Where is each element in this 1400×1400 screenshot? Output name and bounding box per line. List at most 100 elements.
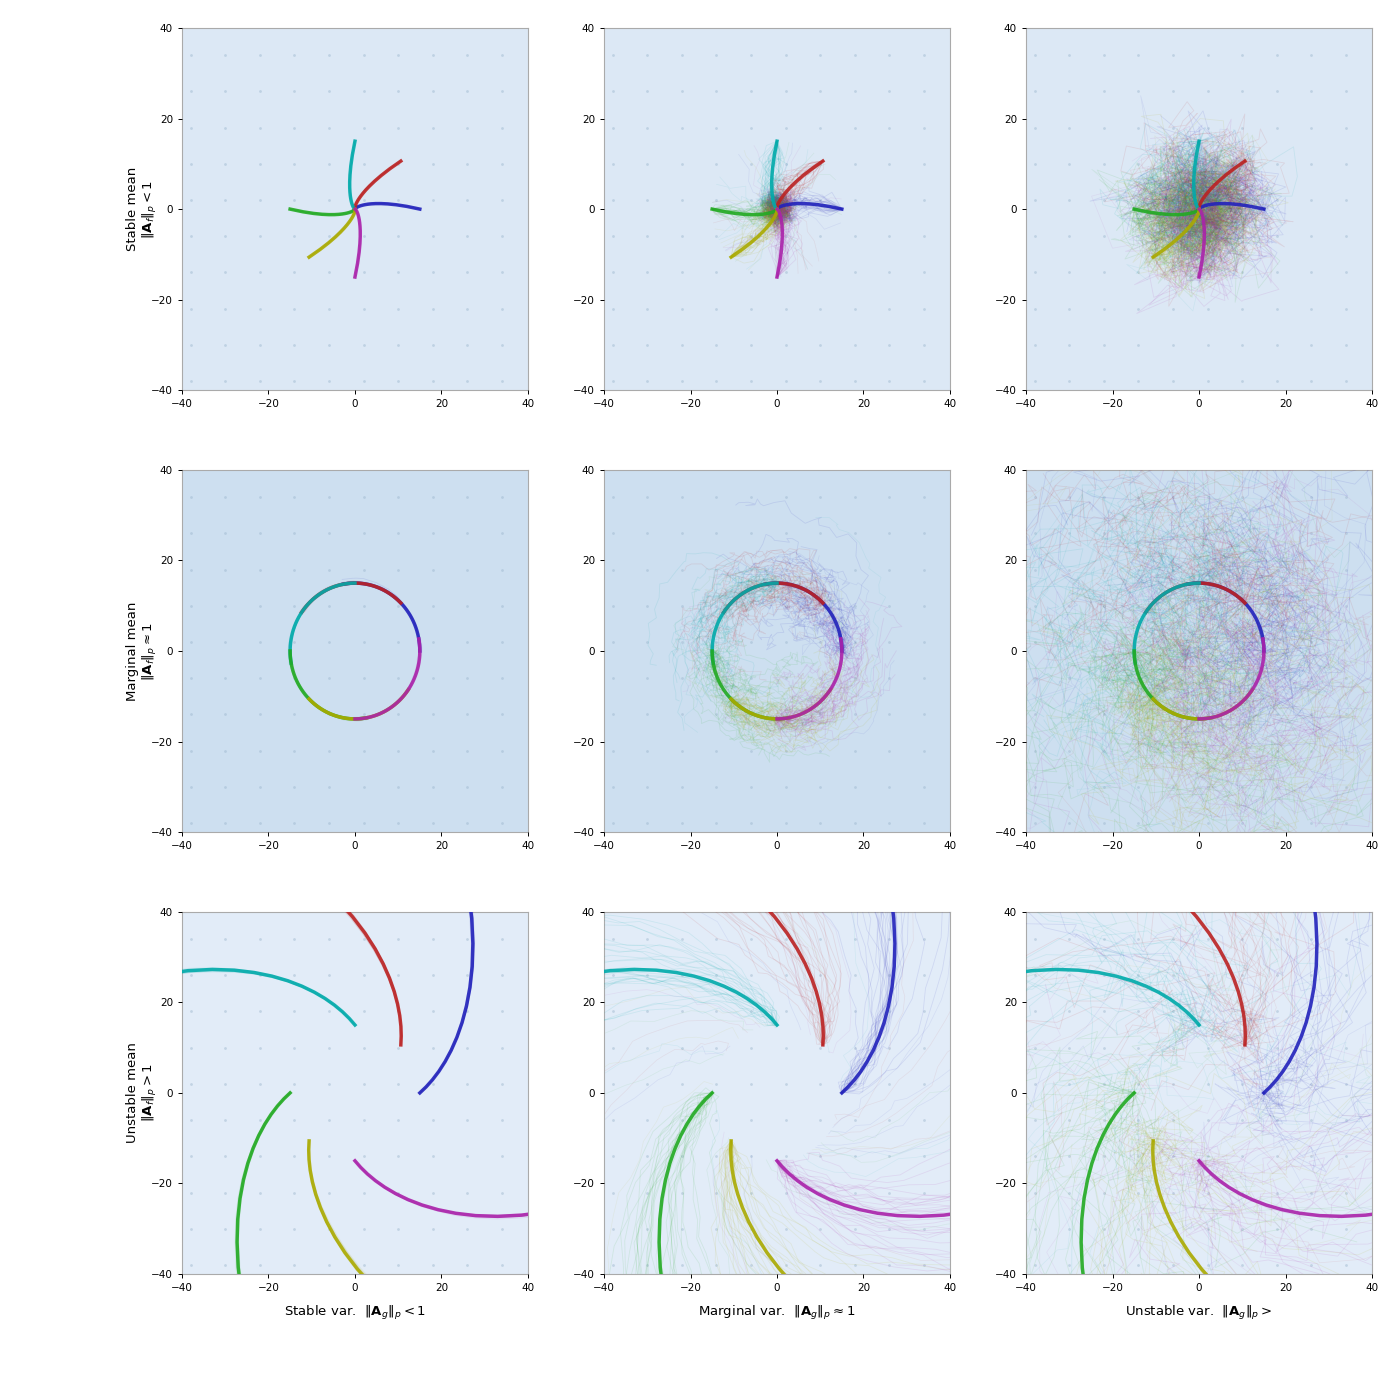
Point	[421, 1000, 444, 1022]
Point	[318, 776, 340, 798]
Point	[1231, 80, 1253, 102]
Point	[706, 1036, 728, 1058]
Point	[878, 80, 900, 102]
Point	[318, 1218, 340, 1240]
Point	[636, 153, 658, 175]
Point	[1127, 116, 1149, 139]
Point	[456, 153, 479, 175]
Point	[844, 370, 867, 392]
Point	[386, 116, 409, 139]
Point	[1266, 559, 1288, 581]
Point	[809, 153, 832, 175]
Point	[878, 559, 900, 581]
Point	[1127, 333, 1149, 356]
Point	[1093, 1218, 1116, 1240]
Point	[1334, 739, 1357, 762]
Point	[1334, 1000, 1357, 1022]
Point	[913, 812, 935, 834]
Point	[844, 1000, 867, 1022]
Point	[774, 43, 797, 66]
Point	[739, 1182, 762, 1204]
Point	[1266, 486, 1288, 508]
Point	[1127, 189, 1149, 211]
Point	[456, 80, 479, 102]
Point	[844, 595, 867, 617]
Point	[739, 739, 762, 762]
Point	[809, 116, 832, 139]
Point	[844, 928, 867, 951]
Point	[179, 262, 202, 284]
Point	[249, 928, 272, 951]
Point	[913, 595, 935, 617]
Point	[491, 1072, 514, 1095]
Point	[1093, 43, 1116, 66]
Point	[1093, 370, 1116, 392]
Point	[421, 225, 444, 248]
Point	[491, 522, 514, 545]
Point	[318, 739, 340, 762]
Point	[878, 595, 900, 617]
Point	[1162, 1109, 1184, 1131]
Point	[283, 80, 305, 102]
Point	[1334, 928, 1357, 951]
Point	[844, 80, 867, 102]
Point	[809, 559, 832, 581]
Point	[706, 559, 728, 581]
Point	[1162, 1254, 1184, 1277]
Point	[318, 370, 340, 392]
Point	[179, 776, 202, 798]
Point	[1266, 1254, 1288, 1277]
Point	[214, 666, 237, 689]
Point	[386, 631, 409, 654]
Point	[774, 298, 797, 321]
Point	[1058, 928, 1081, 951]
Point	[1127, 522, 1149, 545]
Point	[421, 631, 444, 654]
Point	[179, 812, 202, 834]
Point	[844, 1036, 867, 1058]
Point	[386, 333, 409, 356]
Point	[1301, 1254, 1323, 1277]
Point	[1301, 631, 1323, 654]
Point	[739, 1145, 762, 1168]
Point	[1197, 116, 1219, 139]
Point	[1197, 1036, 1219, 1058]
Point	[214, 1145, 237, 1168]
Point	[878, 225, 900, 248]
Point	[671, 928, 693, 951]
Point	[179, 225, 202, 248]
Point	[1058, 965, 1081, 987]
Point	[809, 189, 832, 211]
Point	[774, 928, 797, 951]
Point	[456, 1182, 479, 1204]
Point	[1197, 666, 1219, 689]
Point	[1127, 1036, 1149, 1058]
Point	[249, 776, 272, 798]
Point	[353, 703, 375, 725]
Point	[421, 262, 444, 284]
Point	[1023, 928, 1046, 951]
Point	[386, 1218, 409, 1240]
Point	[179, 595, 202, 617]
Point	[878, 333, 900, 356]
X-axis label: Stable var.  $\|\mathbf{A}_g\|_p < 1$: Stable var. $\|\mathbf{A}_g\|_p < 1$	[284, 1305, 426, 1322]
Point	[1127, 153, 1149, 175]
Point	[1301, 1182, 1323, 1204]
Point	[739, 776, 762, 798]
Point	[913, 776, 935, 798]
Point	[386, 559, 409, 581]
Point	[353, 965, 375, 987]
Point	[602, 370, 624, 392]
Point	[1127, 703, 1149, 725]
Point	[878, 1218, 900, 1240]
Point	[318, 928, 340, 951]
Point	[1093, 298, 1116, 321]
Point	[1266, 1218, 1288, 1240]
Point	[421, 739, 444, 762]
Point	[283, 965, 305, 987]
Point	[809, 1072, 832, 1095]
Point	[1334, 1254, 1357, 1277]
Point	[386, 666, 409, 689]
Point	[386, 486, 409, 508]
Point	[1162, 522, 1184, 545]
